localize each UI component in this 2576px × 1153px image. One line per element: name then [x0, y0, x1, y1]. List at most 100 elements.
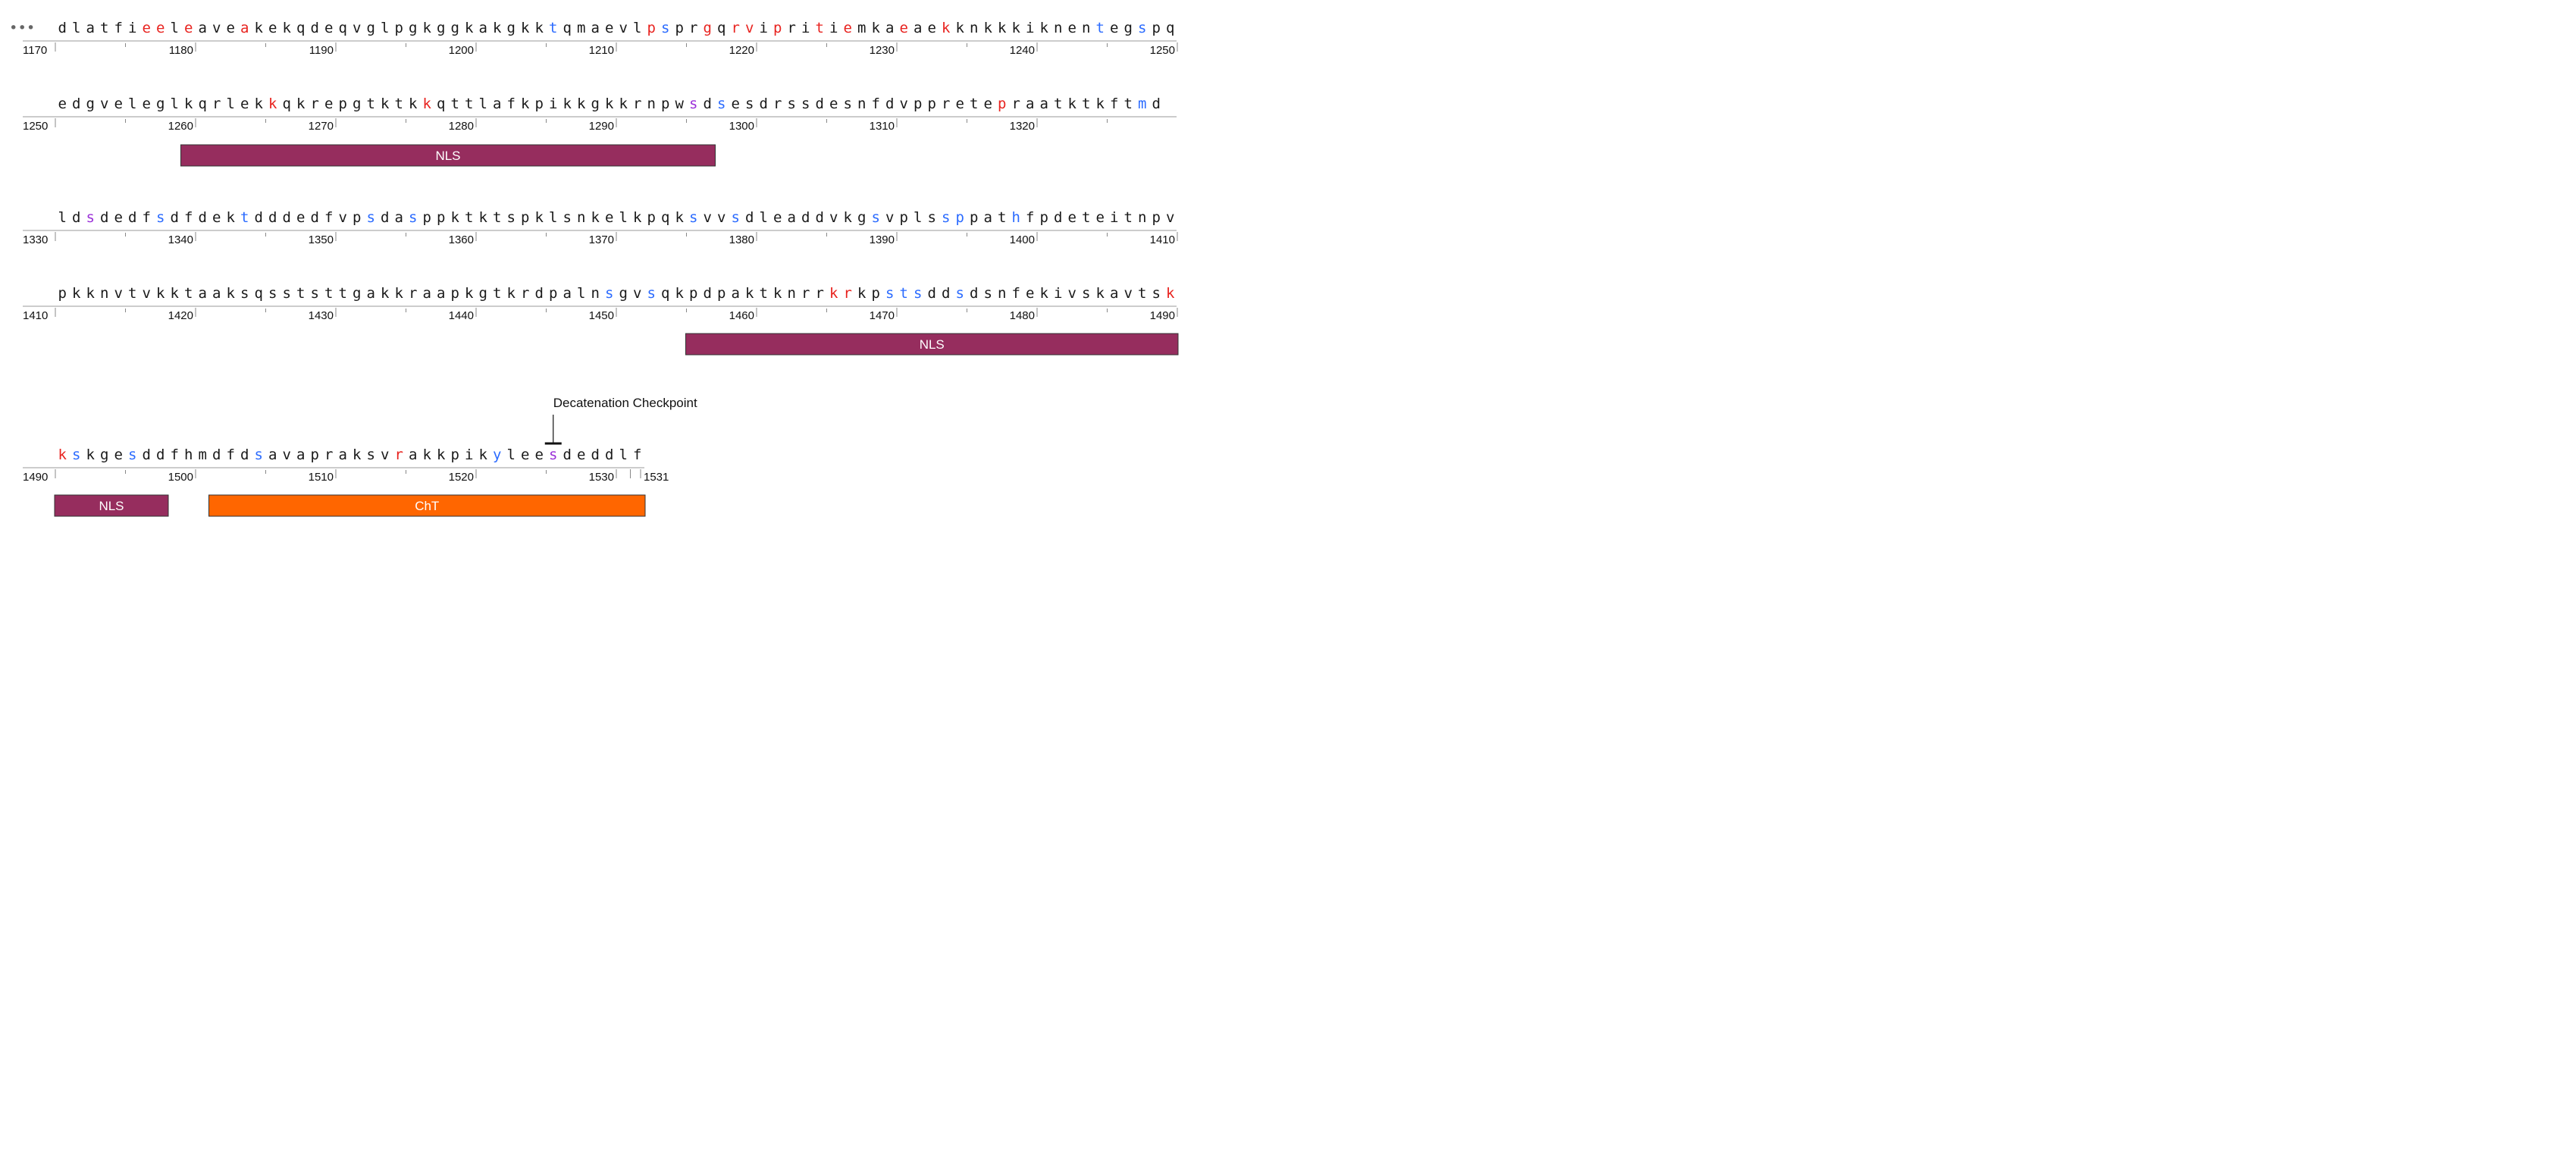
residue: p [914, 96, 922, 112]
residue: e [900, 20, 908, 36]
residue: v [619, 20, 628, 36]
residue: s [717, 96, 725, 112]
residue: s [1152, 285, 1161, 302]
residue: r [212, 96, 221, 112]
residue: k [381, 96, 390, 112]
residue: v [633, 285, 641, 302]
residue: k [872, 20, 881, 36]
residue: p [353, 209, 361, 226]
residue: d [885, 96, 894, 112]
residue: q [199, 96, 207, 112]
residue: d [268, 209, 277, 226]
residue: d [381, 209, 389, 226]
residue: g [619, 285, 628, 302]
residue: s [801, 96, 810, 112]
residue: s [311, 285, 319, 302]
residue: d [928, 285, 936, 302]
position-number: 1240 [1010, 44, 1035, 57]
residue: i [1026, 20, 1034, 36]
residue: s [732, 209, 740, 226]
residue: e [577, 446, 585, 463]
residue: i [465, 446, 473, 463]
residue: p [900, 209, 908, 226]
residue: l [507, 446, 516, 463]
residue: s [549, 446, 557, 463]
residue: a [984, 209, 992, 226]
feature-label: NLS [435, 149, 460, 163]
residue: t [493, 285, 501, 302]
residue: p [1152, 20, 1161, 36]
residue: g [353, 285, 361, 302]
residue: v [885, 209, 894, 226]
residue: k [507, 285, 516, 302]
residue: k [577, 96, 586, 112]
residue: a [885, 20, 894, 36]
residue: t [1138, 285, 1146, 302]
position-number: 1450 [589, 309, 614, 322]
residue: v [283, 446, 291, 463]
position-number: 1390 [870, 233, 895, 246]
residue: d [171, 209, 179, 226]
residue: i [549, 96, 557, 112]
residue: k [1040, 20, 1049, 36]
residue: s [661, 20, 669, 36]
feature-cht: ChT [208, 494, 646, 517]
feature-bar [208, 494, 646, 517]
residue: k [535, 209, 544, 226]
residue: k [423, 446, 432, 463]
position-number: 1370 [589, 233, 614, 246]
residue: f [633, 446, 641, 463]
residue: e [143, 96, 151, 112]
residue: k [437, 446, 446, 463]
residue: i [1054, 285, 1062, 302]
residue: q [1166, 20, 1174, 36]
residue: s [788, 96, 796, 112]
residue: p [58, 285, 67, 302]
residue: p [647, 209, 656, 226]
residue: n [1082, 20, 1090, 36]
residue: e [956, 96, 964, 112]
residue: a [240, 20, 249, 36]
residue: e [844, 20, 852, 36]
residue: v [900, 96, 908, 112]
residue: l [381, 20, 389, 36]
residue: e [268, 20, 277, 36]
residue: d [704, 285, 712, 302]
residue: d [156, 446, 165, 463]
residue: k [423, 96, 432, 112]
residue: d [563, 446, 572, 463]
residue: v [717, 209, 725, 226]
residue: p [675, 20, 684, 36]
residue: d [1054, 209, 1062, 226]
residue: a [914, 20, 922, 36]
residue: f [324, 209, 333, 226]
residue: k [942, 20, 951, 36]
residue: k [171, 285, 180, 302]
residue: a [199, 285, 207, 302]
residue: a [591, 20, 600, 36]
residue: g [704, 20, 712, 36]
residue: k [156, 285, 165, 302]
residue: m [1138, 96, 1146, 112]
residue: d [535, 285, 544, 302]
position-number: 1510 [309, 471, 334, 484]
residue: a [296, 446, 305, 463]
residue: d [745, 209, 754, 226]
position-number: 1430 [309, 309, 334, 322]
residue: e [143, 20, 151, 36]
residue: g [857, 209, 866, 226]
residue: k [521, 96, 530, 112]
residue: d [255, 209, 263, 226]
position-number: 1530 [589, 471, 614, 484]
residue: k [465, 20, 474, 36]
residue: k [998, 20, 1007, 36]
residue: t [816, 20, 824, 36]
residue: e [732, 96, 740, 112]
residue: p [956, 209, 964, 226]
residue: g [156, 96, 165, 112]
residue: g [367, 20, 375, 36]
residue: l [633, 20, 641, 36]
